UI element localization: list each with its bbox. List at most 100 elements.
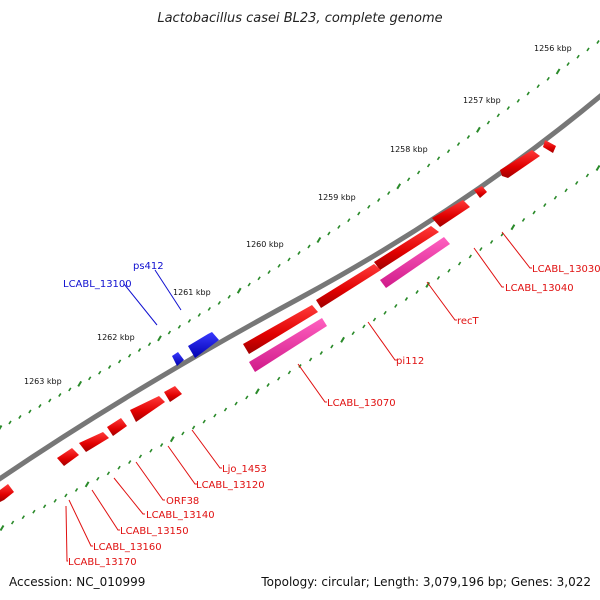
scale-tick [32, 509, 36, 514]
scale-tick [167, 330, 172, 335]
scale-tick [564, 188, 568, 193]
scale-tick [536, 84, 540, 89]
scale-tick [367, 204, 371, 209]
scale-label-1257: 1257 kbp [463, 96, 501, 105]
gene-feature[interactable] [0, 484, 14, 502]
label-leaders [65, 231, 532, 562]
scale-tick [316, 236, 322, 244]
gene-feature[interactable] [474, 186, 487, 198]
scale-tick [404, 297, 409, 301]
scale-tick [187, 318, 192, 323]
scale-tick [96, 476, 100, 481]
scale-tick [510, 224, 516, 231]
scale-tick [446, 149, 451, 154]
gene-label-orf38[interactable]: ORF38 [166, 496, 199, 507]
scale-tick [436, 156, 441, 161]
gene-label-lcabl-13140[interactable]: LCABL_13140 [146, 510, 215, 521]
scale-tick [347, 218, 351, 223]
scale-tick [0, 424, 3, 430]
scale-label-1262: 1262 kbp [97, 333, 135, 342]
scale-tick [58, 393, 62, 397]
scale-tick [77, 380, 83, 387]
scale-tick [234, 401, 238, 406]
gene-feature[interactable] [107, 418, 127, 436]
gene-feature[interactable] [316, 264, 381, 308]
scale-tick [425, 281, 431, 288]
gene-feature[interactable] [374, 226, 439, 270]
gene-feature[interactable] [79, 432, 109, 452]
scale-tick [64, 493, 68, 498]
scale-tick [149, 448, 153, 453]
gene-label-recT[interactable]: recT [457, 316, 480, 327]
scale-tick [48, 398, 52, 403]
scale-tick [84, 481, 90, 488]
gene-label-lcabl-13150[interactable]: LCABL_13150 [120, 526, 189, 537]
gene-features-forward [0, 140, 556, 502]
scale-tick [297, 251, 301, 255]
scale-label-1256: 1256 kbp [534, 44, 572, 53]
scale-tick [496, 113, 500, 118]
scale-tick [202, 419, 206, 424]
scale-tick [489, 239, 494, 244]
gene-label-lcabl-13160[interactable]: LCABL_13160 [93, 542, 162, 553]
scale-tick [327, 231, 331, 236]
gene-label-lcabl-13170[interactable]: LCABL_13170 [68, 557, 137, 568]
scale-tick [532, 210, 536, 215]
gene-feature[interactable] [543, 140, 556, 153]
gene-label-lcabl-13040[interactable]: LCABL_13040 [505, 283, 574, 294]
scale-tick [566, 62, 570, 67]
gene-feature[interactable] [500, 150, 540, 178]
scale-tick [277, 263, 281, 268]
scale-tick [257, 276, 261, 281]
scale-tick [128, 460, 132, 465]
scale-tick [107, 365, 112, 369]
gene-feature[interactable] [57, 448, 79, 466]
scale-label-1263: 1263 kbp [24, 377, 62, 386]
scale-labels: 1256 kbp 1257 kbp 1258 kbp 1259 kbp 1260… [24, 44, 572, 386]
scale-tick [277, 376, 281, 381]
gene-feature-pi112[interactable] [249, 318, 327, 372]
scale-label-1261: 1261 kbp [173, 288, 211, 297]
scale-tick [596, 40, 600, 44]
scale-tick [147, 342, 152, 347]
scale-tick [555, 68, 561, 75]
leader-ljo-1453 [191, 429, 222, 469]
gene-feature-lcabl-13100[interactable] [172, 352, 184, 366]
scale-tick [479, 247, 483, 252]
scale-tick [308, 357, 313, 362]
scale-tick [396, 183, 402, 190]
gene-feature-recT[interactable] [380, 237, 450, 288]
scale-tick [266, 383, 270, 387]
gene-label-ljo-1453[interactable]: Ljo_1453 [222, 464, 267, 475]
leader-lcabl-13150 [91, 489, 120, 531]
scale-tick [0, 524, 5, 532]
gene-label-ps412[interactable]: ps412 [133, 261, 164, 272]
gene-features-pink [249, 237, 450, 372]
scale-tick [169, 436, 175, 443]
scale-tick [521, 217, 526, 222]
scale-tick [127, 353, 132, 358]
accession-text: Accession: NC_010999 [9, 575, 145, 589]
gene-label-lcabl-13070[interactable]: LCABL_13070 [327, 398, 396, 409]
gene-label-lcabl-13100[interactable]: LCABL_13100 [63, 279, 132, 290]
gene-feature[interactable] [432, 200, 470, 227]
scale-tick [159, 443, 164, 447]
gene-feature[interactable] [130, 396, 165, 422]
leader-pi112 [367, 321, 397, 361]
gene-feature[interactable] [243, 305, 318, 354]
scale-tick [191, 425, 196, 430]
scale-tick [157, 335, 162, 342]
gene-feature-ps412[interactable] [188, 332, 219, 358]
map-title: Lactobacillus casei BL23, complete genom… [157, 11, 442, 26]
scale-tick [595, 164, 600, 172]
gene-feature[interactable] [164, 386, 182, 402]
scale-ticks [0, 40, 600, 532]
scale-tick [357, 211, 361, 216]
gene-label-pi112[interactable]: pi112 [396, 356, 424, 367]
gene-label-lcabl-13030[interactable]: LCABL_13030 [532, 264, 600, 275]
gene-label-lcabl-13120[interactable]: LCABL_13120 [196, 480, 265, 491]
leader-lcabl-13070 [297, 363, 327, 403]
scale-tick [287, 370, 292, 375]
scale-tick [526, 91, 530, 96]
